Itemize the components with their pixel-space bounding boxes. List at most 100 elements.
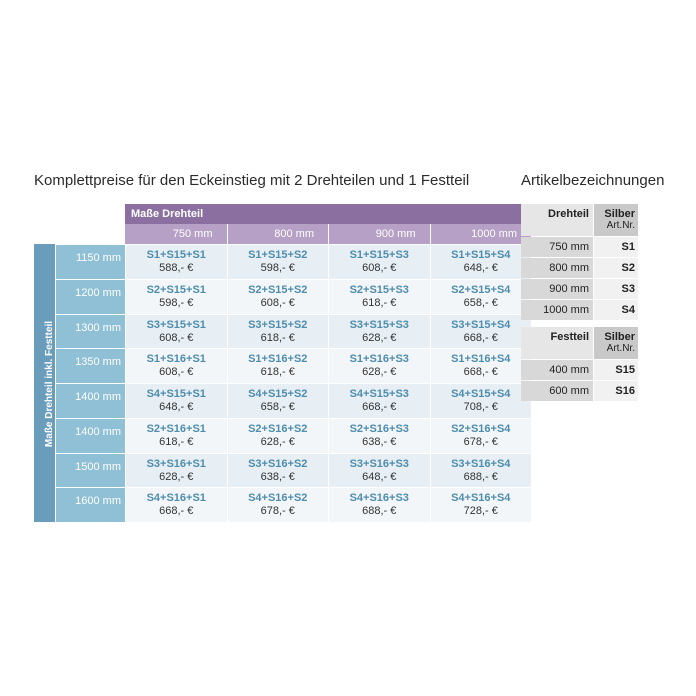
price-value: 648,- €: [159, 401, 194, 413]
price-value: 668,- €: [463, 366, 498, 379]
price-cell: S3+S15+S4 668,- €: [429, 314, 531, 349]
row-size-label: 1600 mm: [56, 488, 125, 522]
article-size: 400 mm: [521, 360, 593, 380]
column-size-header: 750 mm 800 mm 900 mm 1000 mm: [125, 224, 531, 244]
price-cell: S1+S15+S2 598,- €: [226, 245, 328, 279]
price-cell: S1+S15+S1 588,- €: [125, 245, 227, 279]
combination-code: S2+S16+S2: [248, 422, 308, 435]
article-row: 400 mm S15: [521, 360, 638, 380]
article-size: 1000 mm: [521, 300, 593, 320]
row-size-label: 1200 mm: [56, 279, 125, 314]
price-cell: S2+S16+S1 618,- €: [125, 418, 227, 453]
combination-code: S3+S16+S4: [451, 457, 511, 470]
article-row: 800 mm S2: [521, 258, 638, 278]
price-value: 628,- €: [159, 470, 194, 483]
price-cell: S3+S15+S1 608,- €: [125, 314, 227, 349]
combination-code: S2+S15+S4: [451, 283, 511, 296]
price-value: 598,- €: [260, 262, 295, 274]
price-cell: S4+S15+S3 668,- €: [328, 384, 430, 418]
combination-code: S1+S15+S3: [349, 249, 409, 261]
row-size-label: 1350 mm: [56, 349, 125, 383]
table-row: 1150 mm S1+S15+S1 588,- € S1+S15+S2 598,- € S…: [56, 244, 531, 279]
price-value: 588,- €: [159, 262, 194, 274]
price-value: 618,- €: [159, 435, 194, 448]
price-value: 638,- €: [362, 435, 397, 448]
article-row: 600 mm S16: [521, 381, 638, 401]
price-cell: S3+S15+S3 628,- €: [328, 314, 430, 349]
festteil-header: Festteil Silber Art.Nr.: [521, 327, 638, 359]
price-value: 648,- €: [463, 262, 498, 274]
combination-code: S3+S16+S1: [146, 457, 206, 470]
table-row: 1400 mm S4+S15+S1 648,- € S4+S15+S2 658,- € S…: [56, 383, 531, 418]
price-value: 598,- €: [159, 296, 194, 309]
price-cell: S2+S16+S4 678,- €: [429, 418, 531, 453]
combination-code: S4+S16+S3: [349, 492, 409, 505]
column-size: 750 mm: [172, 228, 213, 240]
price-value: 618,- €: [260, 331, 295, 344]
festteil-rows: 400 mm S15 600 mm S16: [521, 360, 638, 401]
combination-code: S1+S16+S3: [349, 353, 409, 366]
vertical-label-bar: [34, 244, 55, 522]
price-table-header: Maße Drehteil: [125, 204, 531, 224]
price-value: 688,- €: [362, 505, 397, 518]
price-cell: S2+S15+S4 658,- €: [429, 279, 531, 314]
head-artnr: Art.Nr.: [606, 220, 635, 231]
price-cell: S1+S16+S2 618,- €: [226, 349, 328, 383]
head-silber: Silber: [604, 331, 635, 343]
combination-code: S3+S15+S3: [349, 318, 409, 331]
price-cell: S2+S16+S3 638,- €: [328, 418, 430, 453]
price-cell: S3+S16+S2 638,- €: [226, 453, 328, 488]
combination-code: S2+S16+S1: [146, 422, 206, 435]
combination-code: S4+S16+S2: [248, 492, 308, 505]
price-value: 628,- €: [362, 366, 397, 379]
price-value: 678,- €: [260, 505, 295, 518]
article-table-title: Artikelbezeichnungen: [521, 172, 665, 189]
festteil-head-left: Festteil: [521, 327, 593, 359]
table-row: 1400 mm S2+S16+S1 618,- € S2+S16+S2 628,- € S…: [56, 417, 531, 453]
price-value: 658,- €: [260, 401, 295, 413]
price-cell: S1+S15+S3 608,- €: [328, 245, 430, 279]
combination-code: S3+S15+S2: [248, 318, 308, 331]
combination-code: S2+S15+S2: [248, 283, 308, 296]
drehteil-rows: 750 mm S1 800 mm S2 900 mm S3 1000 mm S4: [521, 237, 638, 320]
combination-code: S4+S15+S1: [146, 388, 206, 400]
price-value: 648,- €: [362, 470, 397, 483]
combination-code: S3+S16+S2: [248, 457, 308, 470]
price-value: 608,- €: [159, 331, 194, 344]
price-cell: S1+S16+S1 608,- €: [125, 349, 227, 383]
combination-code: S1+S16+S1: [146, 353, 206, 366]
price-value: 708,- €: [463, 401, 498, 413]
head-silber: Silber: [604, 208, 635, 220]
price-cell: S4+S15+S4 708,- €: [429, 384, 531, 418]
combination-code: S4+S15+S3: [349, 388, 409, 400]
price-value: 618,- €: [362, 296, 397, 309]
price-cell: S4+S16+S3 688,- €: [328, 488, 430, 522]
price-cell: S3+S16+S4 688,- €: [429, 453, 531, 488]
row-size-label: 1400 mm: [56, 418, 125, 453]
article-row: 900 mm S3: [521, 279, 638, 299]
combination-code: S2+S15+S1: [146, 283, 206, 296]
combination-code: S1+S16+S4: [451, 353, 511, 366]
price-value: 638,- €: [260, 470, 295, 483]
price-table-title: Komplettpreise für den Eckeinstieg mit 2…: [34, 172, 470, 189]
festteil-table: Festteil Silber Art.Nr. 400 mm S15 600 mm S…: [521, 327, 638, 401]
combination-code: S3+S15+S1: [146, 318, 206, 331]
combination-code: S2+S15+S3: [349, 283, 409, 296]
price-cell: S4+S15+S1 648,- €: [125, 384, 227, 418]
table-row: 1500 mm S3+S16+S1 628,- € S3+S16+S2 638,- € S…: [56, 452, 531, 488]
drehteil-head-right: Silber Art.Nr.: [594, 204, 638, 236]
article-code: S15: [594, 360, 638, 380]
column-size: 900 mm: [328, 224, 430, 244]
combination-code: S1+S15+S4: [451, 249, 511, 261]
table-row: 1600 mm S4+S16+S1 668,- € S4+S16+S2 678,- € S…: [56, 487, 531, 522]
article-code: S4: [594, 300, 638, 320]
price-value: 728,- €: [463, 505, 498, 518]
vertical-label: Maße Drehteil inkl. Festteil: [44, 320, 55, 448]
price-cell: S4+S16+S2 678,- €: [226, 488, 328, 522]
row-size-label: 1400 mm: [56, 384, 125, 418]
price-cell: S4+S16+S4 728,- €: [429, 488, 531, 522]
festteil-head-right: Silber Art.Nr.: [594, 327, 638, 359]
drehteil-table: Drehteil Silber Art.Nr. 750 mm S1 800 mm S2…: [521, 204, 638, 320]
price-cell: S1+S16+S4 668,- €: [429, 349, 531, 383]
price-rows: 1150 mm S1+S15+S1 588,- € S1+S15+S2 598,- € S…: [56, 244, 531, 522]
